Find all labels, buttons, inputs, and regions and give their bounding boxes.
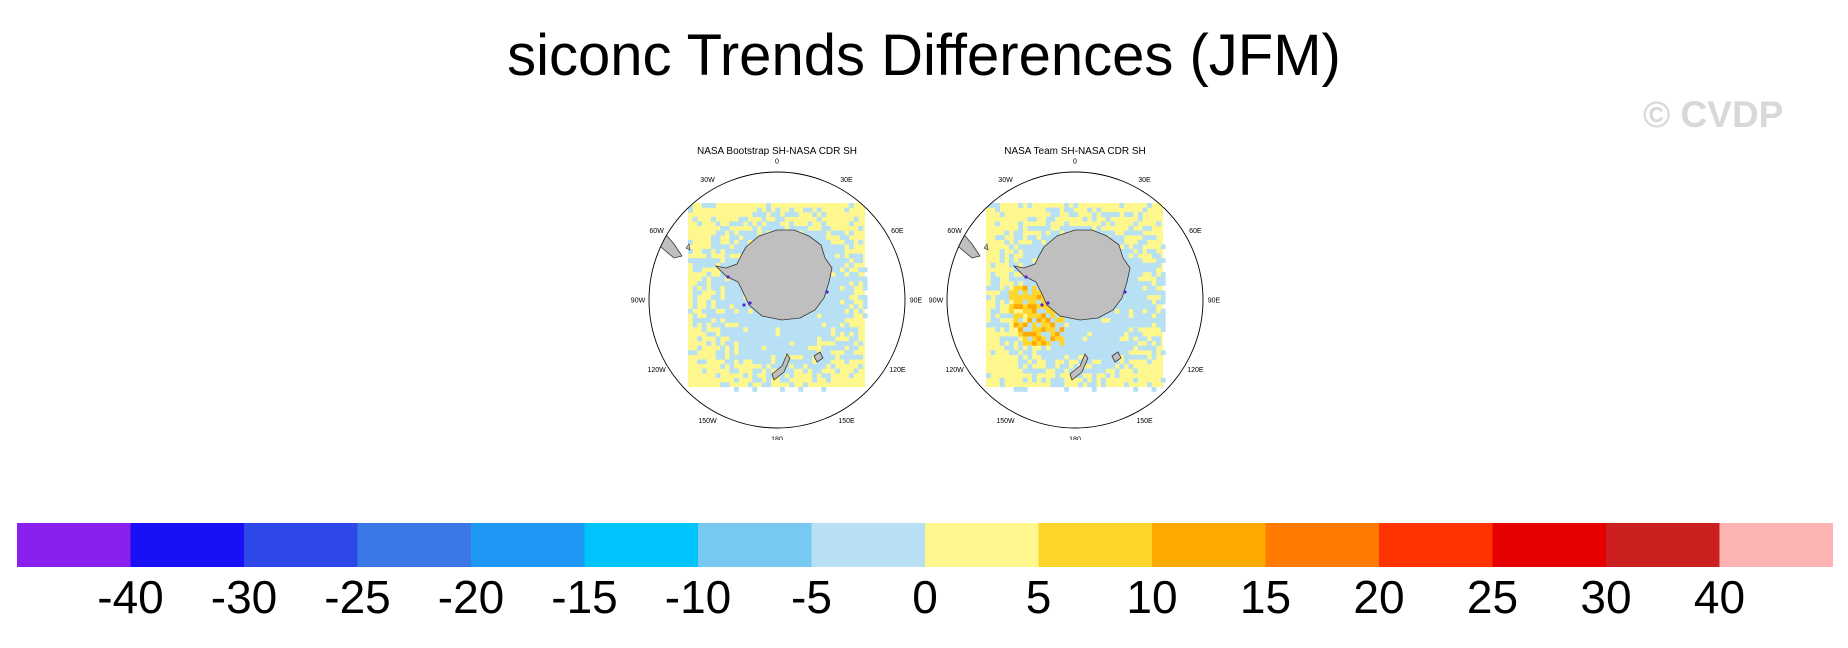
tasmania xyxy=(813,351,824,363)
longitude-label: 120W xyxy=(945,367,964,374)
colorbar xyxy=(17,523,1833,567)
colorbar-tick-label: -25 xyxy=(324,571,391,623)
longitude-label: 180 xyxy=(771,437,783,441)
map-title: NASA Bootstrap SH-NASA CDR SH xyxy=(697,146,857,157)
longitude-label: 30E xyxy=(1138,177,1151,184)
new-zealand xyxy=(771,353,791,381)
colorbar-swatch xyxy=(130,523,245,567)
colorbar-swatch xyxy=(1265,523,1380,567)
longitude-label: 120W xyxy=(647,367,666,374)
longitude-label: 60W xyxy=(649,228,664,235)
map-boundary xyxy=(946,171,1204,429)
colorbar-tick-label: 25 xyxy=(1466,571,1519,623)
colorbar-swatch xyxy=(1379,523,1493,567)
longitude-label: 60E xyxy=(891,228,904,235)
colorbar-tick-label: -15 xyxy=(551,571,618,623)
longitude-label: 0 xyxy=(775,159,779,166)
longitude-label: 150E xyxy=(838,418,855,425)
antarctica-landmass xyxy=(1012,229,1131,321)
longitude-label: 30W xyxy=(700,177,715,184)
data-point xyxy=(1123,290,1127,294)
colorbar-tick-label: 0 xyxy=(912,571,938,623)
data-point xyxy=(742,303,746,307)
colorbar-swatch xyxy=(244,523,358,567)
colorbar-swatch xyxy=(471,523,585,567)
colorbar-swatch xyxy=(1606,523,1720,567)
colorbar-tick-label: 15 xyxy=(1239,571,1292,623)
longitude-label: 90W xyxy=(631,298,646,305)
colorbar-swatch xyxy=(357,523,472,567)
colorbar-swatch xyxy=(1492,523,1607,567)
data-point xyxy=(726,275,730,279)
longitude-label: 90W xyxy=(929,298,944,305)
longitude-label: 180 xyxy=(1069,437,1081,441)
data-point xyxy=(748,301,752,305)
longitude-label: 150E xyxy=(1136,418,1153,425)
colorbar-tick-label: 20 xyxy=(1353,571,1405,623)
longitude-label: 0 xyxy=(1073,159,1077,166)
page-title: siconc Trends Differences (JFM) xyxy=(507,23,1341,88)
data-point xyxy=(825,290,829,294)
colorbar-labels: -40 -30 -25 -20 -15 -10 -5 0 5 10 15 20 25 30 40 xyxy=(0,570,1848,630)
colorbar-swatch xyxy=(925,523,1039,567)
data-point xyxy=(1040,303,1044,307)
colorbar-swatch xyxy=(698,523,812,567)
map-panel-team: NASA Team SH-NASA CDR SH 0 30E 60E 90E 120E 15… xyxy=(920,140,1230,440)
colorbar-tick-label: -30 xyxy=(210,571,278,623)
colorbar-tick-label: 10 xyxy=(1126,571,1178,623)
colorbar-tick-label: -20 xyxy=(437,571,505,623)
colorbar-tick-label: -10 xyxy=(664,571,732,623)
data-point xyxy=(1046,301,1050,305)
colorbar-tick-label: 30 xyxy=(1580,571,1632,623)
island xyxy=(685,243,691,251)
watermark: © CVDP xyxy=(1643,94,1784,135)
colorbar-swatch xyxy=(1038,523,1153,567)
longitude-label: 150W xyxy=(996,418,1015,425)
longitude-label: 30W xyxy=(998,177,1013,184)
island xyxy=(983,243,989,251)
longitude-label: 60W xyxy=(947,228,962,235)
longitude-label: 90E xyxy=(910,298,923,305)
antarctica-landmass xyxy=(714,229,833,321)
tasmania xyxy=(1111,351,1122,363)
colorbar-swatch xyxy=(1719,523,1833,567)
colorbar-tick-label: -40 xyxy=(97,571,164,623)
colorbar-tick-label: -5 xyxy=(791,571,832,623)
longitude-label: 30E xyxy=(840,177,853,184)
map-boundary xyxy=(648,171,906,429)
colorbar-tick-label: 5 xyxy=(1025,571,1052,623)
colorbar-swatch xyxy=(811,523,926,567)
map-panel-bootstrap: NASA Bootstrap SH-NASA CDR SH 0 30E 60E 90E 1… xyxy=(622,140,932,440)
longitude-label: 120E xyxy=(889,367,906,374)
colorbar-swatch xyxy=(1152,523,1266,567)
longitude-label: 150W xyxy=(698,418,717,425)
data-point xyxy=(1024,275,1028,279)
map-title: NASA Team SH-NASA CDR SH xyxy=(1004,146,1146,157)
colorbar-swatch xyxy=(584,523,699,567)
longitude-label: 120E xyxy=(1187,367,1204,374)
longitude-label: 60E xyxy=(1189,228,1202,235)
longitude-label: 90E xyxy=(1208,298,1221,305)
colorbar-swatch xyxy=(17,523,131,567)
new-zealand xyxy=(1069,353,1089,381)
colorbar-tick-label: 40 xyxy=(1693,571,1746,623)
